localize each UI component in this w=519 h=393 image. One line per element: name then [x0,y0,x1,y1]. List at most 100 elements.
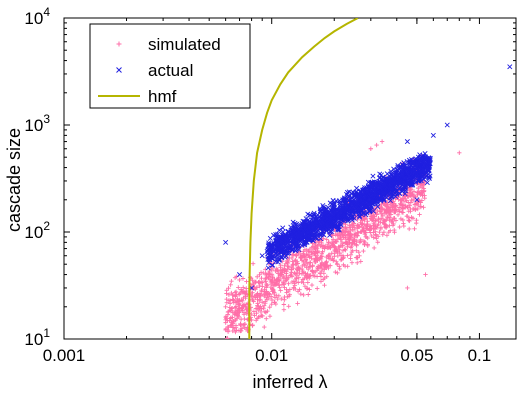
plus-point [391,221,396,227]
plus-point [384,233,390,238]
plus-point [265,308,270,314]
cross-point [415,160,421,166]
plus-point [289,267,294,272]
plus-point [232,318,238,323]
plus-point [315,286,320,291]
cross-point [320,226,326,232]
plus-point [379,206,384,211]
plus-point [364,222,370,227]
plus-point [270,275,275,280]
plus-point [282,297,287,302]
plus-point [360,221,365,226]
legend-label: hmf [148,87,177,106]
plus-point [250,323,255,328]
plus-point [324,259,329,265]
plus-point [260,280,265,285]
cross-point [317,208,323,214]
cross-point [267,235,273,241]
cross-point [367,205,373,211]
plus-point [296,275,301,280]
cross-point [223,239,229,245]
hmf-line [248,18,359,339]
cross-point [367,185,373,191]
cross-point [401,160,407,166]
cross-point [347,208,353,214]
plus-point [336,244,341,250]
plus-point [255,293,260,298]
plus-point [348,231,353,236]
plus-point [225,329,231,334]
plus-point [233,300,239,305]
cross-point [283,236,289,242]
plus-point [281,302,287,307]
plus-point [325,244,330,249]
plus-point [374,236,379,241]
cross-point [269,246,275,252]
plus-point [307,264,313,270]
plus-point [371,213,376,218]
cross-point [335,215,341,221]
plus-point [291,286,296,291]
plus-point [293,262,298,267]
plus-point [242,321,248,327]
plus-point [318,263,323,268]
plus-point [223,326,229,332]
plus-point [421,188,426,193]
plus-point [386,208,391,213]
plus-point [284,276,290,282]
cross-point [343,204,349,210]
plus-point [274,293,279,298]
cross-point [387,179,393,185]
cross-point [288,224,294,230]
plus-point [408,209,413,214]
cross-point [361,195,368,201]
plus-point [275,279,281,284]
axis-ticks: 0.001 0.01 0.05 0.1 101 102 103 104 [24,5,516,365]
plus-point [230,292,235,298]
cross-point [270,248,276,254]
plus-point [391,203,396,209]
cross-point [292,225,298,231]
plus-point [234,292,239,297]
cross-point [370,201,376,207]
cross-point [280,225,286,231]
plus-point [369,233,374,239]
data-lines [248,18,359,339]
plus-point [272,280,277,285]
plus-point [321,277,326,282]
plus-point [241,295,246,300]
cross-point [378,198,384,204]
plus-point [259,289,265,294]
plus-point [286,281,291,286]
cross-point [418,178,424,184]
cross-point [355,201,361,207]
plus-point [236,285,241,290]
plus-point [457,150,462,155]
plus-point [262,324,267,330]
plus-point [378,226,383,232]
plus-point [328,256,334,262]
plus-point [388,215,393,220]
plus-point [302,263,307,269]
plus-point [342,247,347,252]
plus-point [235,313,241,318]
plus-point [254,285,260,290]
plus-point [279,282,285,287]
plus-point [250,261,256,266]
plus-point [269,278,274,283]
plus-point [354,255,360,260]
plus-point [230,310,235,315]
legend-label: simulated [148,35,221,54]
plus-point [313,249,318,254]
plus-point [237,297,242,303]
plus-point [365,235,370,241]
plus-point [400,217,406,223]
cross-point [418,171,424,177]
cross-point [356,211,362,217]
cross-point [406,173,412,179]
cross-point [408,179,414,185]
cross-point [286,248,292,254]
cross-point [353,194,359,200]
plus-point [262,309,268,314]
plus-point [224,291,229,296]
